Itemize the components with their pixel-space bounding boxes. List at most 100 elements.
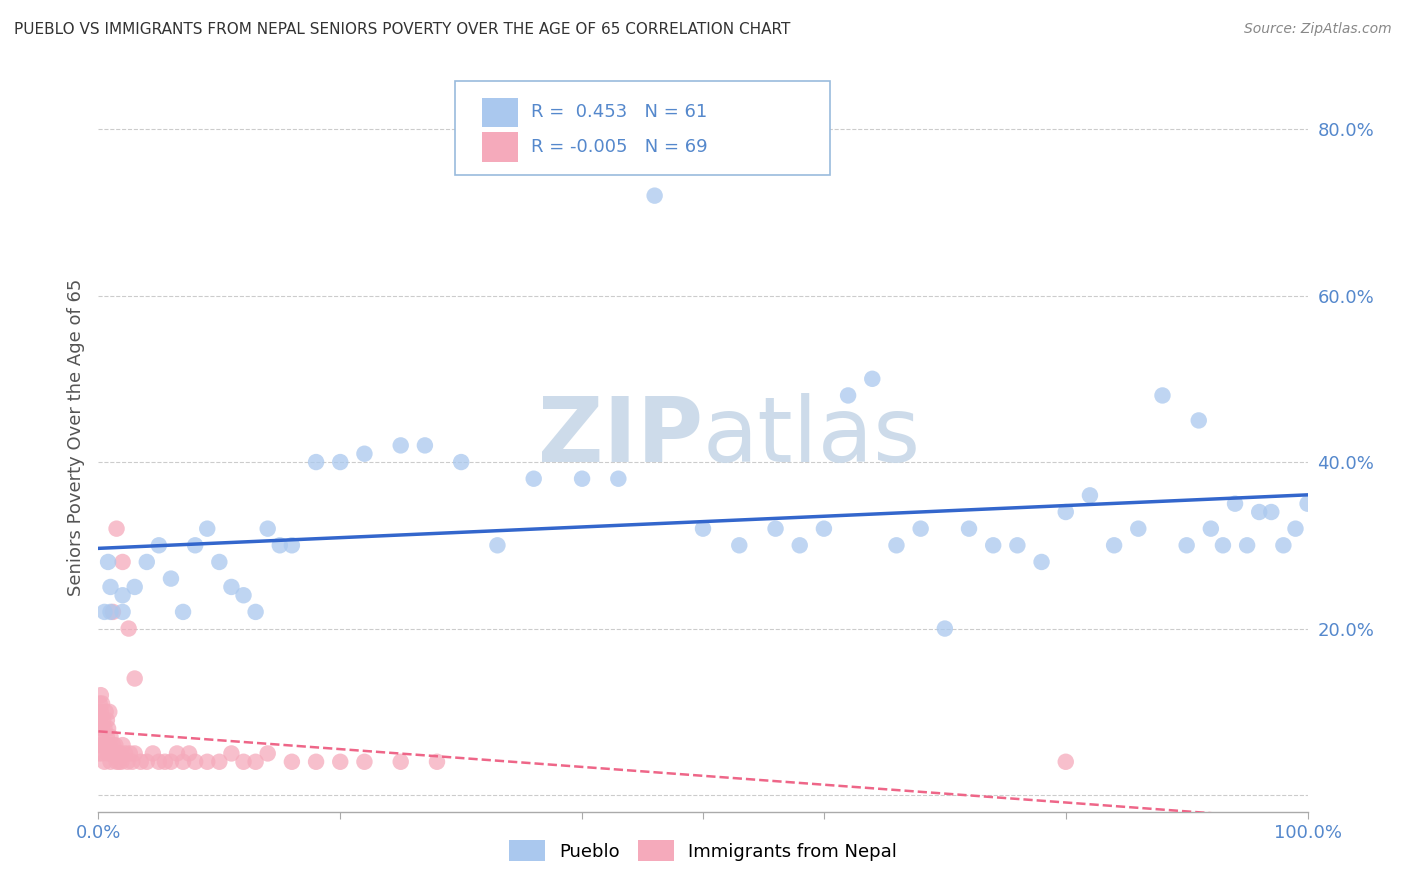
Point (108, 747, 131, 761)
Point (107, 747, 129, 761)
Point (105, 755, 128, 769)
Point (389, 755, 412, 769)
Text: R = -0.005   N = 69: R = -0.005 N = 69 (531, 138, 709, 156)
Point (1175, 538, 1198, 552)
Point (837, 388, 859, 402)
Point (353, 447, 375, 461)
Point (91, 697, 114, 711)
Point (450, 455, 472, 469)
Point (111, 738, 134, 752)
Point (129, 755, 152, 769)
Point (1199, 522, 1222, 536)
Point (121, 755, 143, 769)
Point (94, 738, 117, 752)
Point (208, 755, 231, 769)
Point (813, 522, 835, 536)
Point (101, 605, 124, 619)
Point (166, 747, 188, 761)
Point (1054, 755, 1077, 769)
Point (117, 755, 139, 769)
Point (1249, 505, 1271, 519)
Point (305, 455, 328, 469)
Point (1102, 538, 1125, 552)
Point (486, 538, 509, 552)
Point (1188, 413, 1211, 427)
Point (96, 730, 118, 744)
Point (93, 722, 115, 736)
Point (886, 538, 908, 552)
Point (91, 747, 114, 761)
Point (90, 730, 112, 744)
Point (160, 572, 183, 586)
Point (118, 622, 141, 636)
Point (184, 755, 207, 769)
Point (98, 705, 121, 719)
Point (100, 747, 122, 761)
Text: ZIP: ZIP (538, 393, 703, 481)
Point (426, 755, 449, 769)
FancyBboxPatch shape (456, 81, 830, 175)
Point (413, 438, 436, 452)
Point (195, 755, 218, 769)
Point (91, 713, 114, 727)
Point (981, 538, 1004, 552)
Point (1007, 538, 1029, 552)
Point (124, 580, 146, 594)
Point (1284, 522, 1306, 536)
Point (118, 747, 141, 761)
Point (232, 588, 254, 602)
Point (934, 622, 956, 636)
Point (305, 755, 328, 769)
Point (89, 713, 111, 727)
Point (108, 755, 131, 769)
FancyBboxPatch shape (482, 97, 517, 128)
Point (135, 755, 157, 769)
Point (644, 188, 666, 202)
Point (281, 538, 304, 552)
Point (692, 522, 714, 536)
Point (789, 538, 811, 552)
Point (101, 738, 124, 752)
Point (94, 705, 117, 719)
Point (1272, 538, 1295, 552)
Point (1236, 538, 1258, 552)
Point (389, 438, 412, 452)
Legend: Pueblo, Immigrants from Nepal: Pueblo, Immigrants from Nepal (499, 831, 907, 870)
Point (91, 738, 114, 752)
Point (97, 555, 120, 569)
Point (1296, 497, 1319, 511)
Point (523, 472, 546, 486)
Point (148, 538, 170, 552)
Point (124, 747, 146, 761)
Point (281, 755, 304, 769)
Point (153, 755, 176, 769)
Text: atlas: atlas (703, 393, 921, 481)
Point (1054, 505, 1077, 519)
Point (114, 747, 136, 761)
Point (124, 672, 146, 686)
Y-axis label: Seniors Poverty Over the Age of 65: Seniors Poverty Over the Age of 65 (66, 278, 84, 596)
Point (957, 522, 980, 536)
Point (104, 738, 127, 752)
Point (93, 755, 115, 769)
Point (256, 522, 278, 536)
Point (100, 755, 122, 769)
Point (1223, 497, 1246, 511)
Point (87, 722, 110, 736)
Point (607, 472, 630, 486)
Point (571, 472, 593, 486)
Point (353, 755, 375, 769)
Point (195, 522, 218, 536)
Point (100, 730, 122, 744)
Point (111, 605, 134, 619)
Point (100, 605, 122, 619)
Point (245, 755, 267, 769)
Point (142, 747, 165, 761)
Point (1128, 522, 1150, 536)
Text: R =  0.453   N = 61: R = 0.453 N = 61 (531, 103, 707, 121)
Point (103, 747, 125, 761)
Point (87, 747, 110, 761)
Point (910, 522, 932, 536)
Point (1078, 488, 1101, 502)
Point (184, 538, 207, 552)
